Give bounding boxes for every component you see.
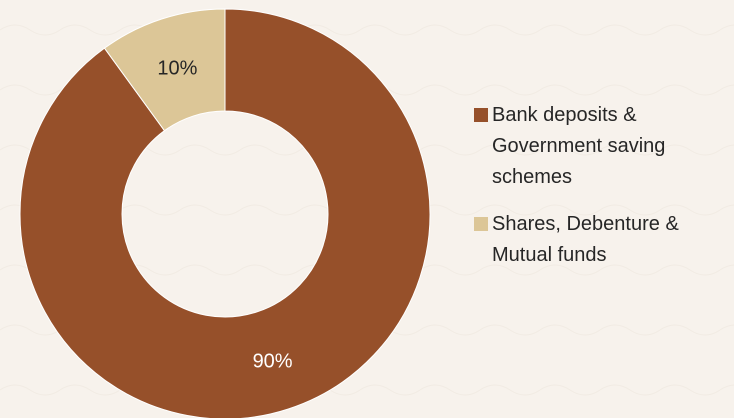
slice-label-bank-deposits: 90% <box>253 350 293 372</box>
chart-legend: Bank deposits & Government saving scheme… <box>474 100 732 287</box>
donut-slice-shares-debenture <box>103 8 226 132</box>
legend-item-shares-debenture: Shares, Debenture & Mutual funds <box>474 209 732 271</box>
legend-swatch-shares-debenture <box>474 217 488 231</box>
legend-swatch-bank-deposits <box>474 108 488 122</box>
legend-label-bank-deposits: Bank deposits & Government saving scheme… <box>492 104 666 188</box>
legend-label-shares-debenture: Shares, Debenture & Mutual funds <box>492 213 679 266</box>
donut-slice-bank-deposits <box>19 8 431 418</box>
legend-item-bank-deposits: Bank deposits & Government saving scheme… <box>474 100 732 193</box>
slice-label-shares-debenture: 10% <box>157 58 197 80</box>
